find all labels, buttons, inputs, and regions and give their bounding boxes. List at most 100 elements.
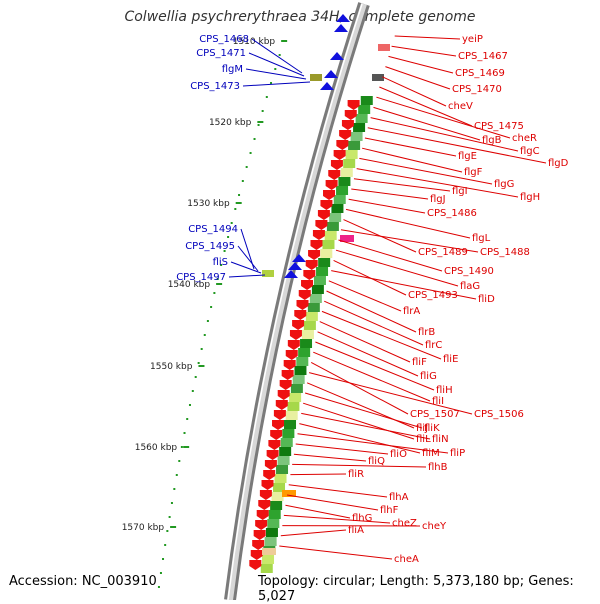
- callout-line: [290, 474, 346, 475]
- gc-content-block: [338, 177, 350, 186]
- gc-content-block: [336, 186, 348, 195]
- feature-block: [378, 44, 390, 51]
- scale-dot: [186, 418, 188, 420]
- gene-label-left: fliS: [213, 257, 228, 268]
- gene-label: flgH: [520, 192, 540, 203]
- callout-line: [320, 322, 410, 362]
- callout-line: [296, 444, 388, 454]
- gene-label: CPS_1493: [408, 290, 458, 301]
- callout-line: [395, 36, 460, 39]
- forward-gene-arrow: [294, 310, 306, 320]
- gene-label: fliO: [390, 449, 407, 460]
- forward-gene-arrow: [301, 280, 313, 290]
- gene-label: CPS_1488: [480, 247, 530, 258]
- accession-text: Accession: NC_003910: [9, 574, 157, 589]
- gc-content-block: [272, 492, 284, 501]
- gene-callouts: yeiPCPS_1467CPS_1469CPS_1470cheVCPS_1475…: [279, 34, 568, 565]
- scale-dot: [234, 208, 236, 210]
- scale-tick-label: 1570 kbp: [122, 523, 165, 533]
- forward-gene-arrow: [326, 180, 338, 190]
- scale-tick: [257, 121, 263, 123]
- callout-line: [279, 546, 392, 559]
- gc-content-block: [293, 375, 305, 384]
- scale-dot: [242, 180, 244, 182]
- scale-dot: [207, 320, 209, 322]
- forward-gene-arrow: [278, 390, 290, 400]
- feature-block: [310, 74, 322, 81]
- scale-dot: [189, 404, 191, 406]
- gene-label: flgG: [494, 179, 514, 190]
- gene-label: fliQ: [368, 456, 385, 467]
- feature-block: [262, 548, 276, 555]
- scale-dot: [178, 460, 180, 462]
- feature-block: [262, 270, 274, 277]
- forward-gene-arrow: [262, 480, 274, 490]
- gene-label: flgD: [548, 158, 569, 169]
- scale-dot: [184, 432, 186, 434]
- gc-content-block: [282, 429, 294, 438]
- gene-label: CPS_1507: [410, 409, 460, 420]
- callout-line: [329, 281, 401, 311]
- callout-line: [318, 332, 418, 376]
- gc-content-block: [286, 411, 298, 420]
- gene-label: flgC: [520, 146, 540, 157]
- gc-content-block: [308, 303, 320, 312]
- reverse-gene-arrow: [336, 14, 350, 22]
- gene-label: fliA: [348, 525, 364, 536]
- gene-label: fliN: [432, 434, 449, 445]
- forward-gene-arrow: [267, 450, 279, 460]
- gene-label: fliE: [443, 354, 458, 365]
- forward-gene-arrow: [290, 330, 302, 340]
- gene-label: CPS_1475: [474, 121, 524, 132]
- forward-gene-arrow: [313, 230, 325, 240]
- gc-content-block: [294, 366, 306, 375]
- callout-line: [289, 485, 387, 497]
- scale-dot: [279, 54, 281, 56]
- gene-label: fliP: [450, 448, 465, 459]
- forward-gene-arrow: [280, 380, 292, 390]
- scale-tick-label: 1520 kbp: [209, 118, 252, 128]
- gc-content-block: [327, 222, 339, 231]
- scale-dot: [254, 138, 256, 140]
- gene-label: flhG: [352, 513, 372, 524]
- forward-gene-arrow: [299, 290, 311, 300]
- gene-label: cheV: [448, 101, 473, 112]
- forward-gene-arrow: [276, 400, 288, 410]
- forward-gene-arrow: [268, 440, 280, 450]
- gc-content-block: [275, 474, 287, 483]
- gene-label: flgJ: [430, 194, 446, 205]
- gene-label: CPS_1486: [427, 208, 477, 219]
- scale-tick-label: 1550 kbp: [150, 362, 193, 372]
- gene-label: flrC: [425, 340, 442, 351]
- scale-tick-label: 1560 kbp: [135, 443, 178, 453]
- gc-content-block: [266, 528, 278, 537]
- scale-dot: [270, 82, 272, 84]
- gene-label: flhF: [380, 505, 399, 516]
- forward-gene-arrow: [345, 110, 357, 120]
- gene-label-left: CPS_1494: [188, 224, 238, 235]
- reverse-gene-arrow: [320, 82, 334, 90]
- gene-label: CPS_1506: [474, 409, 524, 420]
- forward-gene-arrow: [339, 130, 351, 140]
- gc-content-block: [296, 357, 308, 366]
- callout-line: [284, 515, 390, 523]
- gc-content-block: [284, 420, 296, 429]
- gc-content-block: [270, 501, 282, 510]
- callout-line: [349, 199, 425, 213]
- gene-label: flaG: [460, 281, 480, 292]
- gene-label: cheY: [422, 521, 447, 532]
- forward-gene-arrow: [306, 260, 318, 270]
- gc-content-block: [279, 447, 291, 456]
- gc-content-block: [261, 564, 273, 573]
- gc-content-block: [291, 384, 303, 393]
- gene-label: CPS_1470: [452, 84, 502, 95]
- gene-label-left: flgM: [222, 64, 243, 75]
- gc-content-block: [341, 168, 353, 177]
- scale-dot: [181, 446, 183, 448]
- callout-line: [292, 464, 426, 467]
- callout-line: [294, 454, 366, 461]
- gene-label: cheR: [512, 133, 537, 144]
- forward-gene-arrow: [258, 500, 270, 510]
